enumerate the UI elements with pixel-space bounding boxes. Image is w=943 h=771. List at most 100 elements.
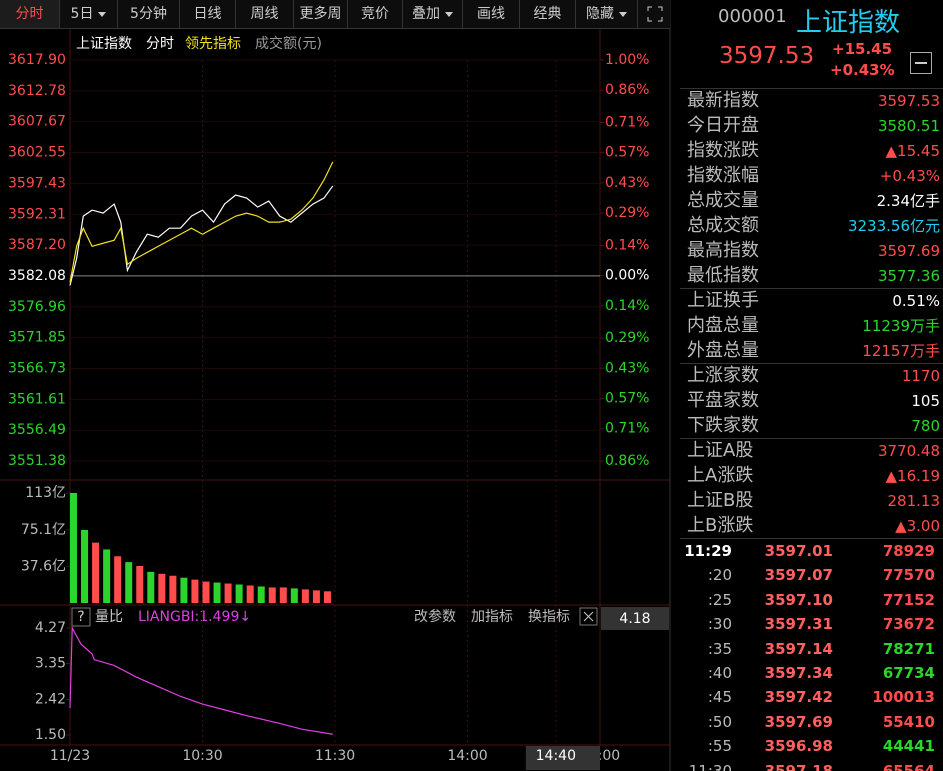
y2-tick-label: 0.57%: [605, 145, 649, 161]
volume-bar: [279, 587, 287, 603]
stat-value: 281.13: [887, 492, 941, 510]
stock-change: +15.45: [832, 40, 893, 58]
volume-bar: [246, 585, 254, 603]
y2-tick-label: 0.00%: [605, 268, 649, 284]
y-tick-label: 3556.49: [8, 422, 66, 438]
background: [0, 0, 672, 771]
y-tick-label: 2.42: [35, 691, 66, 707]
close-icon[interactable]: [583, 611, 594, 622]
y2-tick-label: 0.29%: [605, 330, 649, 346]
x-tick-label: 11/23: [50, 748, 90, 764]
toolbar-label[interactable]: 分时: [15, 6, 44, 22]
toolbar-label[interactable]: 竞价: [361, 6, 389, 22]
volume-bar: [136, 566, 144, 603]
volume-bar: [202, 581, 210, 603]
y-tick-label: 3561.61: [8, 391, 66, 407]
toolbar-button[interactable]: 5分钟: [118, 0, 180, 28]
y-tick-label: 37.6亿: [21, 558, 66, 574]
y-tick-label: 3587.20: [8, 237, 66, 253]
toolbar-button[interactable]: 更多周: [294, 0, 348, 28]
stock-change-pct: +0.43%: [830, 61, 895, 79]
stat-value: 3580.51: [877, 117, 940, 135]
indicator-button[interactable]: 改参数: [414, 608, 456, 625]
stat-value: 3577.36: [877, 267, 940, 285]
volume-bar: [301, 589, 309, 603]
y2-tick-label: 0.86%: [605, 82, 649, 98]
help-button[interactable]: [71, 607, 91, 627]
y-tick-label: 3597.43: [8, 175, 66, 191]
trade-volume: 78929: [882, 542, 935, 560]
toolbar-label[interactable]: 周线: [250, 6, 279, 22]
cursor-time-box: [525, 746, 600, 770]
y-tick-label: 113亿: [25, 485, 66, 501]
toolbar-button[interactable]: 日线: [180, 0, 236, 28]
indicator-button[interactable]: 换指标: [528, 608, 570, 625]
toolbar-label[interactable]: 日线: [193, 6, 222, 22]
trade-time: :25: [707, 590, 732, 609]
stat-label: 平盘家数: [687, 390, 759, 411]
stat-value: 105: [911, 392, 940, 410]
trade-price: 3597.18: [764, 761, 833, 771]
collapse-button[interactable]: [910, 52, 932, 74]
toolbar-label[interactable]: 叠加: [412, 6, 440, 22]
dropdown-arrow[interactable]: [445, 11, 453, 17]
trade-volume: 100013: [872, 688, 935, 707]
trade-volume: 67734: [882, 664, 935, 682]
toolbar: 分时 5日 5分钟 日线 周线 更多周 竞价 叠加 画线 经典 隐藏: [0, 0, 670, 29]
toolbar-button[interactable]: 竞价: [348, 0, 403, 28]
toolbar-button[interactable]: 周线: [236, 0, 294, 28]
stat-label: 上证换手: [687, 290, 759, 311]
toolbar-label[interactable]: 5日: [70, 6, 94, 22]
stat-label: 最新指数: [687, 90, 759, 111]
toolbar-label[interactable]: 隐藏: [586, 6, 614, 22]
stat-label: 上B涨跌: [687, 515, 754, 536]
volume-bar: [257, 586, 265, 603]
fullscreen-icon[interactable]: [640, 0, 670, 28]
stat-label: 下跌家数: [687, 415, 759, 436]
close-box[interactable]: [579, 607, 598, 626]
chart-area: 上证指数 分时 领先指标 成交额(元) ? 量比 LIANGBI:1.499↓ …: [0, 0, 672, 771]
toolbar-button[interactable]: 分时: [0, 0, 60, 28]
y2-tick-label: 0.71%: [605, 115, 649, 131]
toolbar-button[interactable]: 隐藏: [576, 0, 638, 28]
volume-bar: [114, 556, 122, 603]
stat-label: 今日开盘: [687, 115, 759, 136]
y-tick-label: 3617.90: [8, 52, 66, 68]
toolbar-label[interactable]: 经典: [533, 6, 562, 22]
stat-label: 指数涨幅: [687, 165, 759, 186]
stat-value: 11239万手: [862, 317, 940, 335]
dropdown-arrow[interactable]: [98, 11, 107, 17]
toolbar-button[interactable]: 经典: [520, 0, 576, 28]
stock-code: 000001: [718, 6, 787, 27]
separator: [680, 88, 943, 89]
volume-bar: [191, 579, 199, 603]
separator: [680, 538, 943, 539]
dropdown-arrow[interactable]: [619, 11, 627, 17]
stat-value: ▲16.19: [885, 467, 940, 485]
indicator-button[interactable]: 加指标: [471, 609, 513, 625]
stat-label: 总成交额: [687, 215, 759, 236]
trade-time: :35: [707, 639, 732, 658]
trade-time: :40: [707, 664, 732, 682]
toolbar-button[interactable]: 5日: [60, 0, 118, 28]
series-line: [69, 625, 333, 735]
stock-price: 3597.53: [719, 43, 815, 69]
toolbar-label[interactable]: 5分钟: [130, 6, 167, 22]
x-tick-label: 14:00: [447, 748, 487, 764]
volume-bar: [169, 575, 177, 603]
stat-label: 指数涨跌: [687, 140, 759, 161]
toolbar-button[interactable]: 叠加: [403, 0, 463, 28]
stat-value: 1170: [901, 367, 940, 385]
trade-volume: 65564: [882, 761, 935, 771]
close-button[interactable]: [579, 607, 598, 626]
trade-price: 3597.01: [764, 542, 833, 560]
fullscreen-button[interactable]: [640, 0, 670, 28]
trade-volume: 44441: [882, 737, 935, 756]
volume-bar: [323, 591, 331, 603]
toolbar-label[interactable]: 画线: [477, 6, 505, 22]
help-icon[interactable]: ?: [77, 609, 84, 625]
trade-time: :45: [707, 688, 732, 707]
toolbar-button[interactable]: 画线: [463, 0, 520, 28]
toolbar-label[interactable]: 更多周: [299, 6, 342, 22]
